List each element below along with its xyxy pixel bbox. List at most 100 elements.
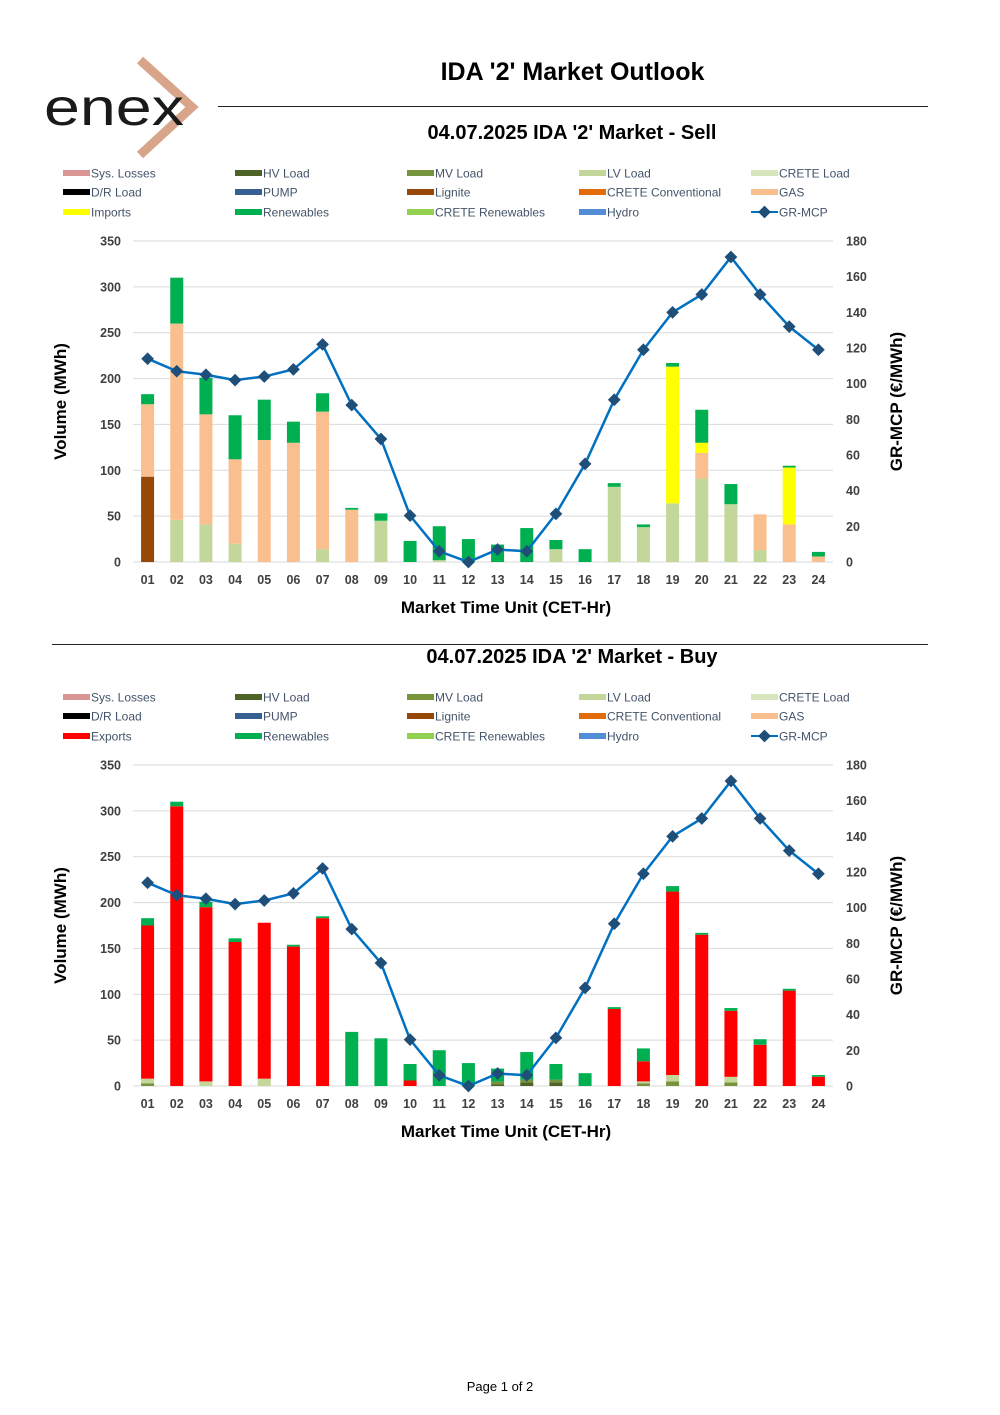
bar-lv-load-21 [724,504,738,562]
y-tick-label: 250 [100,850,121,864]
x-tick-label: 09 [374,573,388,587]
x-tick-label: 20 [695,573,709,587]
y2-tick-label: 20 [846,520,860,534]
legend-swatch [407,733,434,739]
y2-tick-label: 160 [846,270,867,284]
bar-gas-05 [257,440,271,562]
mcp-point-01 [141,876,154,890]
bar-renewables-17 [607,483,621,487]
legend-item-mv-load: MV Load [407,691,483,705]
legend-swatch [63,170,90,176]
x-tick-label: 12 [461,1097,475,1111]
legend-swatch [235,713,262,719]
sell-chart: 04.07.2025 IDA '2' Market - Sell Sys. Los… [51,122,906,617]
legend-label: HV Load [263,167,310,181]
x-tick-label: 17 [607,1097,621,1111]
x-tick-label: 11 [433,573,446,587]
x-tick-label: 24 [811,1097,825,1111]
bar-lv-load-22 [753,550,767,562]
y2-tick-label: 180 [846,235,867,249]
x-tick-label: 17 [607,573,621,587]
x-tick-label: 09 [374,1097,388,1111]
legend-item-gr-mcp: GR-MCP [751,730,828,744]
legend-swatch [579,694,606,700]
mcp-point-13 [491,1067,504,1080]
legend-swatch [579,189,606,195]
x-tick-label: 01 [141,573,155,587]
bar-renewables-15 [549,539,563,550]
y2-tick-label: 0 [846,1080,853,1094]
y-tick-label: 0 [114,1080,121,1094]
legend-item-exports: Exports [63,730,132,744]
y-tick-label: 350 [100,235,121,249]
section-divider [52,644,928,645]
bar-renewables-06 [286,944,300,947]
bar-lv-load-15 [549,549,563,562]
legend-label: Lignite [435,186,471,200]
y2-tick-label: 80 [846,937,860,951]
mcp-point-06 [287,363,300,376]
bar-renewables-01 [141,394,155,405]
bar-renewables-18 [636,1048,650,1062]
x-tick-label: 22 [753,573,767,587]
bar-lv-load-20 [695,478,709,562]
page-title: IDA '2' Market Outlook [440,58,705,86]
bar-lv-load-18 [636,527,650,562]
legend-marker [758,205,771,219]
bar-renewables-08 [345,1031,359,1086]
bar-gas-23 [782,524,796,562]
x-tick-label: 07 [316,573,330,587]
mcp-point-02 [170,888,184,902]
mcp-point-02 [170,364,184,378]
legend-swatch [407,209,434,215]
bar-gas-04 [228,459,242,544]
legend-label: Sys. Losses [91,167,156,181]
x-tick-label: 05 [257,1097,271,1111]
bar-exports-17 [607,1008,621,1086]
legend-swatch [407,170,434,176]
buy-chart: 04.07.2025 IDA '2' Market - Buy Sys. Loss… [51,646,906,1141]
legend-item-d-r-load: D/R Load [63,710,142,724]
bar-renewables-19 [666,886,680,892]
bar-renewables-10 [403,540,417,562]
x-tick-label: 02 [170,1097,184,1111]
legend-item-imports: Imports [63,206,131,220]
bar-hv-load-14 [520,1082,534,1086]
bar-imports-19 [666,366,680,504]
x-tick-label: 13 [491,573,505,587]
logo-text: enex [44,79,184,137]
y2-tick-label: 120 [846,342,867,356]
y-tick-label: 350 [100,759,121,773]
x-tick-label: 04 [228,1097,242,1111]
x-tick-label: 20 [695,1097,709,1111]
x-tick-label: 08 [345,1097,359,1111]
y2-tick-label: 40 [846,1008,860,1022]
x-tick-label: 07 [316,1097,330,1111]
bar-renewables-10 [403,1063,417,1081]
y2-tick-label: 40 [846,484,860,498]
y2-tick-label: 160 [846,794,867,808]
mcp-point-05 [257,894,271,907]
legend-label: PUMP [263,710,298,724]
x-tick-label: 15 [549,573,563,587]
bar-exports-03 [199,907,213,1082]
y2-tick-label: 80 [846,413,860,427]
legend-swatch [63,733,90,739]
x-tick-label: 08 [345,573,359,587]
bar-exports-10 [403,1080,417,1086]
x-tick-label: 23 [782,573,796,587]
bar-renewables-23 [782,988,796,991]
y2-tick-label: 0 [846,556,853,570]
bar-lv-load-17 [607,486,621,562]
bar-mv-load-15 [549,1079,563,1083]
x-tick-label: 14 [520,573,534,587]
y-tick-label: 50 [107,510,121,524]
legend-swatch [63,713,90,719]
mcp-point-08 [345,922,359,936]
x-tick-label: 24 [811,573,825,587]
bar-lv-load-19 [666,503,680,562]
legend-swatch [751,170,778,176]
bar-renewables-15 [549,1063,563,1080]
bar-gas-22 [753,514,767,551]
legend-label: MV Load [435,691,483,705]
